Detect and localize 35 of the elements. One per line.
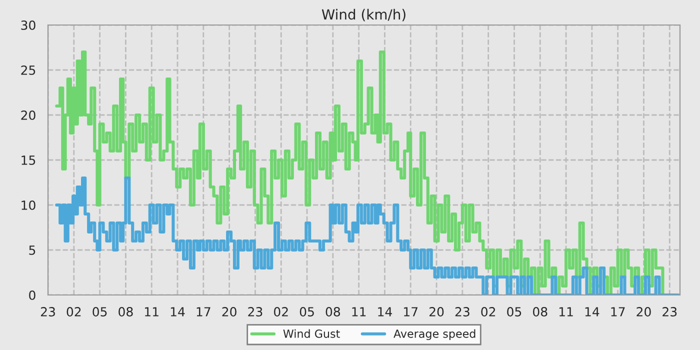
x-tick-label: 14 xyxy=(170,307,185,316)
y-tick-label: 25 xyxy=(21,65,36,75)
x-tick-label: 02 xyxy=(481,307,496,316)
x-tick-label: 05 xyxy=(507,307,522,316)
x-tick-label: 11 xyxy=(352,307,366,316)
y-tick-label: 0 xyxy=(29,290,36,300)
x-tick-label: 20 xyxy=(636,307,651,316)
y-tick-label: 30 xyxy=(21,20,36,30)
x-tick-label: 08 xyxy=(533,307,548,316)
x-tick-label: 14 xyxy=(378,307,392,316)
x-tick-label: 17 xyxy=(611,307,625,316)
y-tick-label: 10 xyxy=(22,200,36,210)
x-tick-label: 02 xyxy=(274,307,288,316)
y-tick-label: 15 xyxy=(22,156,36,165)
x-tick-label: 08 xyxy=(326,307,340,316)
x-tick-label: 23 xyxy=(248,307,262,316)
x-tick-label: 11 xyxy=(559,307,573,316)
x-tick-label: 02 xyxy=(66,307,81,316)
x-tick-label: 05 xyxy=(92,307,107,316)
chart-title: Wind (km/h) xyxy=(322,8,406,22)
legend-label: Average speed xyxy=(394,329,476,340)
y-tick-label: 5 xyxy=(29,246,36,255)
x-tick-label: 20 xyxy=(429,307,444,316)
x-tick-label: 20 xyxy=(222,307,236,316)
x-tick-label: 17 xyxy=(404,307,418,316)
y-tick-label: 20 xyxy=(21,110,36,120)
x-tick-label: 14 xyxy=(585,307,600,316)
x-tick-label: 17 xyxy=(196,307,210,316)
x-tick-label: 08 xyxy=(118,307,133,316)
x-tick-label: 23 xyxy=(455,307,470,316)
x-tick-label: 23 xyxy=(662,307,677,316)
x-tick-label: 23 xyxy=(40,307,55,316)
x-tick-label: 11 xyxy=(145,307,158,316)
x-tick-label: 05 xyxy=(300,307,314,316)
legend-label: Wind Gust xyxy=(283,329,340,338)
